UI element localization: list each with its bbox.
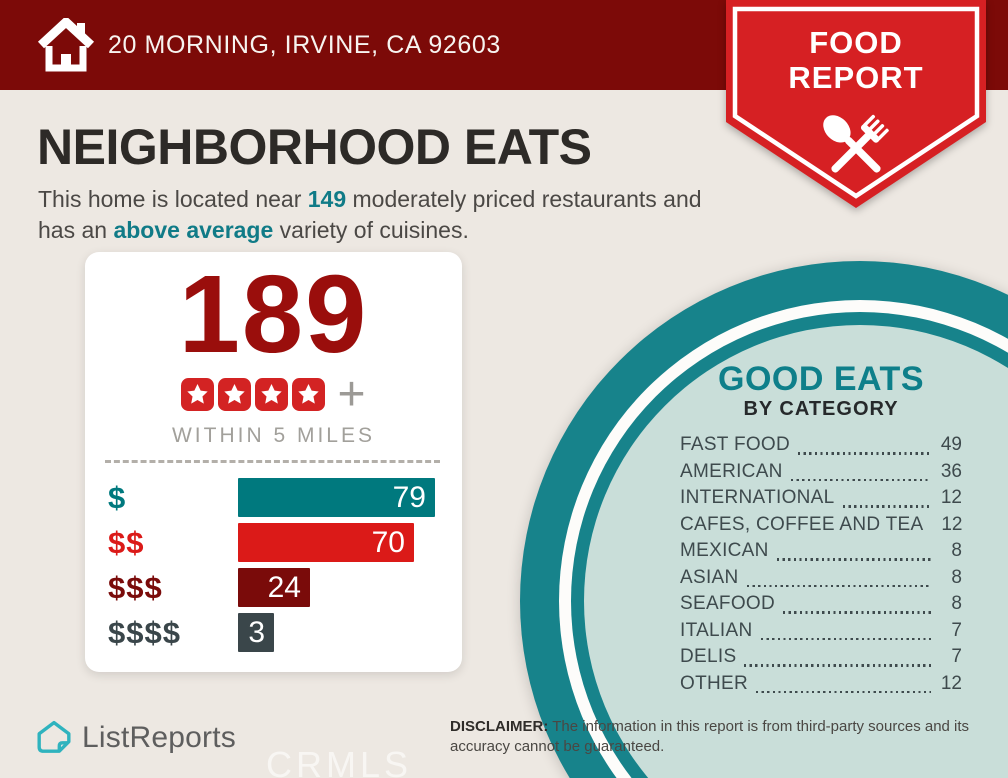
page-subtitle: This home is located near 149 moderately… bbox=[38, 184, 702, 246]
bar-row: $$$$ 3 bbox=[108, 613, 435, 652]
radius-label: WITHIN 5 MILES bbox=[171, 424, 376, 447]
page-title: NEIGHBORHOOD EATS bbox=[37, 119, 592, 175]
category-value: 36 bbox=[940, 460, 962, 482]
yelp-star-icon bbox=[255, 378, 289, 411]
subtitle-text: has an bbox=[38, 217, 114, 243]
category-value: 12 bbox=[941, 513, 963, 535]
price-tier-bar: 70 bbox=[238, 523, 414, 562]
property-address: 20 MORNING, IRVINE, CA 92603 bbox=[108, 31, 501, 59]
category-row: ASIAN 8 bbox=[680, 567, 962, 594]
category-label: INTERNATIONAL bbox=[680, 487, 835, 508]
category-label: FAST FOOD bbox=[680, 434, 791, 455]
price-tier-bar: 24 bbox=[238, 568, 310, 607]
listreports-logo: ListReports bbox=[36, 720, 236, 756]
category-row: OTHER 12 bbox=[680, 673, 962, 700]
restaurant-count: 189 bbox=[178, 253, 369, 376]
category-value: 12 bbox=[940, 487, 962, 508]
price-tier-value: 70 bbox=[371, 525, 405, 559]
category-label: MEXICAN bbox=[680, 540, 769, 561]
disclaimer-label: DISCLAIMER: bbox=[450, 718, 549, 735]
home-icon bbox=[37, 18, 95, 72]
price-tier-label: $$$ bbox=[108, 569, 163, 605]
price-tier-label: $ bbox=[108, 479, 127, 515]
price-bar-chart: $79 $$ 70 $$$ 24 $$$$ 3 bbox=[108, 478, 435, 658]
category-label: CAFES, COFFEE AND TEA bbox=[680, 513, 924, 535]
category-label: ASIAN bbox=[680, 566, 739, 588]
price-tier-label: $$ bbox=[108, 524, 145, 560]
category-row: CAFES, COFFEE AND TEA 12 bbox=[680, 513, 963, 541]
price-tier-bar: 79 bbox=[238, 478, 435, 517]
dotted-leader bbox=[746, 584, 931, 587]
dotted-leader bbox=[744, 664, 931, 667]
restaurant-count-highlight: 149 bbox=[307, 186, 347, 212]
yelp-star-icon bbox=[292, 378, 326, 411]
category-list: FAST FOOD 49 AMERICAN 36 INTERNATIONAL 12 CAFE… bbox=[680, 434, 963, 700]
plus-sign: + bbox=[337, 368, 366, 421]
brand-name: ListReports bbox=[82, 721, 236, 754]
yelp-star-icon bbox=[181, 378, 215, 411]
crmls-watermark: CRMLS bbox=[266, 744, 413, 778]
dotted-leader bbox=[790, 478, 931, 481]
variety-highlight: above average bbox=[113, 217, 274, 243]
category-value: 8 bbox=[951, 566, 962, 588]
dotted-leader bbox=[756, 690, 931, 693]
dotted-leader bbox=[760, 637, 931, 640]
subtitle-text: variety of cuisines. bbox=[273, 217, 469, 243]
category-row: ITALIAN 7 bbox=[680, 620, 962, 647]
price-tier-value: 3 bbox=[248, 615, 265, 649]
category-value: 8 bbox=[951, 593, 962, 614]
category-label: SEAFOOD bbox=[680, 593, 776, 614]
star-rating: + bbox=[85, 368, 462, 421]
category-row: DELIS 7 bbox=[680, 646, 962, 673]
category-value: 7 bbox=[951, 619, 962, 641]
category-label: AMERICAN bbox=[680, 460, 783, 482]
good-eats-title: GOOD EATS bbox=[718, 360, 924, 398]
crossed-spoon-fork-icon bbox=[823, 114, 889, 173]
food-report-badge: FOOD REPORT bbox=[726, 0, 986, 208]
price-tier-value: 79 bbox=[392, 480, 426, 514]
price-tier-value: 24 bbox=[267, 570, 301, 604]
dotted-leader bbox=[842, 505, 931, 508]
bar-row: $$ 70 bbox=[108, 523, 435, 562]
category-label: OTHER bbox=[680, 672, 748, 694]
subtitle-text: This home is located near bbox=[38, 186, 308, 212]
category-row: FAST FOOD 49 bbox=[680, 434, 962, 461]
restaurant-stats-card: 189 + WITHIN 5 MILES $79 $$ 70 $$$ 24 $$$$ 3 bbox=[85, 252, 462, 672]
badge-line1: FOOD bbox=[809, 25, 903, 60]
good-eats-subtitle: BY CATEGORY bbox=[743, 398, 899, 420]
dotted-leader bbox=[798, 452, 931, 455]
category-row: SEAFOOD 8 bbox=[680, 593, 962, 620]
disclaimer: DISCLAIMER: The information in this repo… bbox=[450, 717, 1006, 757]
category-label: DELIS bbox=[680, 646, 737, 667]
category-label: ITALIAN bbox=[680, 619, 753, 641]
category-row: MEXICAN 8 bbox=[680, 540, 962, 567]
bar-row: $$$ 24 bbox=[108, 568, 435, 607]
subtitle-text: moderately priced restaurants and bbox=[346, 186, 702, 212]
price-tier-label: $$$$ bbox=[108, 614, 181, 650]
price-tier-bar: 3 bbox=[238, 613, 274, 652]
disclaimer-text: The information in this report is from t… bbox=[450, 718, 970, 755]
category-value: 49 bbox=[940, 434, 962, 455]
bar-row: $79 bbox=[108, 478, 435, 517]
category-row: AMERICAN 36 bbox=[680, 461, 962, 488]
category-value: 7 bbox=[951, 646, 962, 667]
category-row: INTERNATIONAL 12 bbox=[680, 487, 962, 514]
dotted-leader bbox=[776, 558, 931, 561]
dotted-leader bbox=[783, 611, 931, 614]
yelp-star-icon bbox=[218, 378, 252, 411]
category-value: 12 bbox=[940, 672, 962, 694]
dashed-divider bbox=[105, 460, 440, 463]
badge-line2: REPORT bbox=[788, 60, 923, 95]
listreports-house-icon bbox=[37, 720, 71, 753]
category-value: 8 bbox=[951, 540, 962, 561]
